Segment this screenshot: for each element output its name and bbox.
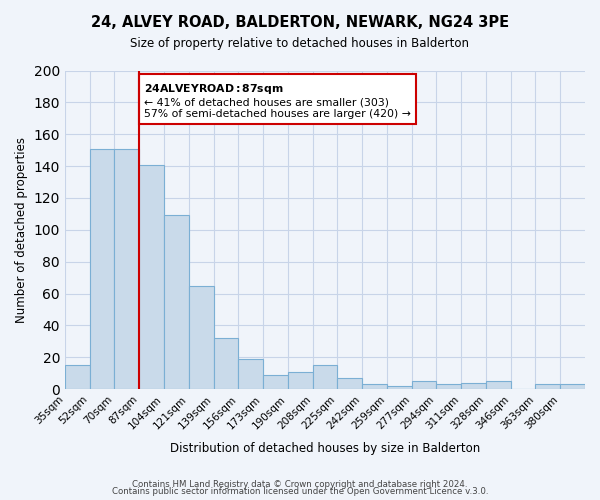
Bar xyxy=(535,384,560,389)
Text: $\bf{24 ALVEY ROAD: 87sqm}$
← 41% of detached houses are smaller (303)
57% of se: $\bf{24 ALVEY ROAD: 87sqm}$ ← 41% of det… xyxy=(144,82,411,119)
Bar xyxy=(337,378,362,389)
Bar xyxy=(288,372,313,389)
X-axis label: Distribution of detached houses by size in Balderton: Distribution of detached houses by size … xyxy=(170,442,480,455)
Bar xyxy=(65,366,89,389)
Bar xyxy=(387,386,412,389)
Bar xyxy=(436,384,461,389)
Bar xyxy=(313,366,337,389)
Bar xyxy=(412,381,436,389)
Text: Contains public sector information licensed under the Open Government Licence v.: Contains public sector information licen… xyxy=(112,487,488,496)
Bar xyxy=(214,338,238,389)
Bar xyxy=(89,148,115,389)
Text: Contains HM Land Registry data © Crown copyright and database right 2024.: Contains HM Land Registry data © Crown c… xyxy=(132,480,468,489)
Bar xyxy=(560,384,585,389)
Y-axis label: Number of detached properties: Number of detached properties xyxy=(15,137,28,323)
Text: Size of property relative to detached houses in Balderton: Size of property relative to detached ho… xyxy=(131,38,470,51)
Bar xyxy=(238,359,263,389)
Bar xyxy=(189,286,214,389)
Bar xyxy=(461,383,486,389)
Bar xyxy=(164,216,189,389)
Bar xyxy=(263,375,288,389)
Bar xyxy=(486,381,511,389)
Text: 24, ALVEY ROAD, BALDERTON, NEWARK, NG24 3PE: 24, ALVEY ROAD, BALDERTON, NEWARK, NG24 … xyxy=(91,15,509,30)
Bar xyxy=(115,148,139,389)
Bar xyxy=(362,384,387,389)
Bar xyxy=(139,164,164,389)
